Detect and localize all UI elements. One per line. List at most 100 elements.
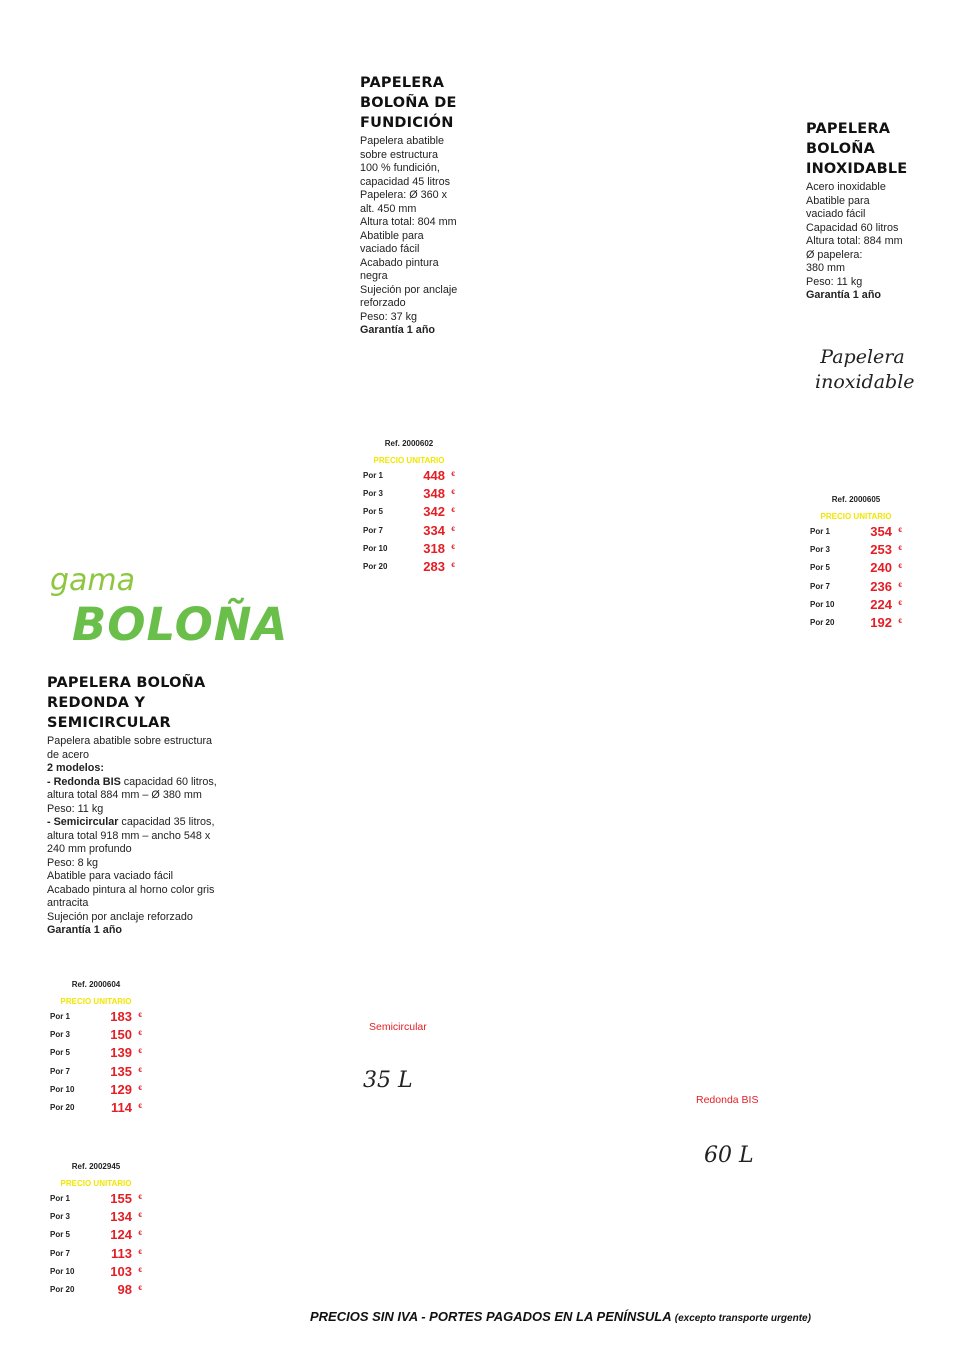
desc-line: Abatible para vaciado fácil: [47, 870, 174, 882]
euro-sign: €: [451, 489, 455, 497]
price-table-2000605: Ref. 2000605 PRECIO UNITARIO Por 1 354 € P…: [810, 495, 902, 633]
price-row: Por 20 114 €: [50, 1100, 142, 1118]
qty-label: Por 10: [50, 1266, 75, 1276]
price-row: Por 10 318 €: [363, 541, 455, 559]
desc-line: sobre estructura: [360, 148, 439, 161]
desc-line: Ø papelera:: [806, 248, 863, 261]
price-value: 129: [110, 1081, 132, 1097]
euro-sign: €: [898, 581, 902, 589]
euro-sign: €: [138, 1230, 142, 1238]
price-value: 354: [870, 524, 892, 539]
fundicion-block: PAPELERA BOLOÑA DE FUNDICIÓN Papelera ab…: [360, 73, 510, 338]
price-row: Por 10 103 €: [50, 1264, 142, 1282]
euro-sign: €: [138, 1030, 142, 1038]
inoxidable-block: PAPELERA BOLOÑA INOXIDABLE Acero inoxida…: [806, 119, 946, 303]
model-spec: capacidad 60 litros, altura total 884 mm…: [47, 775, 217, 802]
desc-line: Peso: 11 kg: [806, 275, 863, 288]
desc-line: Sujeción por anclaje reforzado: [47, 910, 193, 923]
fundicion-title: PAPELERA BOLOÑA DE FUNDICIÓN: [360, 75, 457, 131]
price-value: 342: [423, 504, 445, 520]
price-row: Por 7 334 €: [363, 523, 455, 541]
price-value: 192: [870, 614, 892, 630]
desc-line: Peso: 37 kg: [360, 310, 418, 323]
price-header: PRECIO UNITARIO: [373, 456, 445, 465]
price-value: 150: [110, 1027, 132, 1043]
price-row: Por 3 348 €: [363, 486, 455, 504]
desc-line: Acabado pintura al horno color gris antr…: [47, 883, 215, 910]
desc-line: Acero inoxidable: [806, 181, 886, 193]
qty-label: Por 5: [363, 507, 384, 517]
price-table-2000602: Ref. 2000602 PRECIO UNITARIO Por 1 448 € P…: [363, 439, 455, 577]
price-row: Por 20 98 €: [50, 1282, 142, 1300]
qty-label: Por 20: [363, 561, 388, 571]
price-row: Por 3 253 €: [810, 542, 902, 560]
euro-sign: €: [451, 543, 455, 551]
price-row: Por 7 113 €: [50, 1246, 142, 1264]
warranty-text: Garantía 1 año: [47, 924, 123, 936]
price-header: PRECIO UNITARIO: [60, 1179, 132, 1188]
price-value: 224: [870, 596, 892, 612]
euro-sign: €: [898, 527, 902, 534]
desc-intro: Papelera abatible sobre estructura de ac…: [47, 735, 213, 761]
euro-sign: €: [138, 1212, 142, 1220]
model-name: - Redonda BIS: [47, 775, 121, 788]
price-value: 334: [423, 522, 445, 538]
price-value: 236: [870, 578, 892, 594]
warranty-text: Garantía 1 año: [806, 289, 882, 301]
model-spec: capacidad 35 litros, altura total 918 mm…: [47, 816, 215, 855]
desc-line: negra: [360, 270, 388, 282]
warranty-text: Garantía 1 año: [360, 324, 436, 336]
model-redonda: - Redonda BIS capacidad 60 litros, altur…: [47, 776, 227, 803]
price-value: 155: [110, 1191, 132, 1206]
euro-sign: €: [138, 1012, 142, 1019]
qty-label: Por 1: [363, 471, 384, 480]
qty-label: Por 1: [810, 527, 831, 536]
ref-code: Ref. 2000604: [71, 980, 121, 989]
qty-label: Por 3: [50, 1212, 71, 1222]
price-value: 113: [111, 1245, 132, 1261]
price-row: Por 20 192 €: [810, 615, 902, 633]
redonda-title: PAPELERA BOLOÑA REDONDA Y SEMICIRCULAR: [47, 675, 206, 731]
desc-line: reforzado: [360, 297, 406, 309]
desc-line: Altura total: 884 mm: [806, 235, 903, 247]
price-row: Por 3 150 €: [50, 1027, 142, 1045]
price-value: 183: [110, 1009, 132, 1024]
desc-line: Altura total: 804 mm: [360, 216, 457, 228]
qty-label: Por 5: [50, 1048, 71, 1058]
price-header: PRECIO UNITARIO: [60, 997, 132, 1006]
qty-label: Por 7: [810, 581, 831, 591]
desc-line: 380 mm: [806, 262, 846, 274]
euro-sign: €: [898, 617, 902, 625]
euro-sign: €: [138, 1194, 142, 1201]
models-heading: 2 modelos:: [47, 762, 104, 774]
price-value: 139: [110, 1045, 132, 1061]
price-value: 103: [110, 1263, 132, 1279]
price-row: Por 5 139 €: [50, 1045, 142, 1063]
qty-label: Por 7: [50, 1066, 71, 1076]
price-value: 98: [117, 1281, 132, 1297]
price-header: PRECIO UNITARIO: [820, 512, 892, 521]
price-value: 114: [111, 1099, 132, 1115]
price-row: Por 10 129 €: [50, 1082, 142, 1100]
price-row: Por 3 134 €: [50, 1209, 142, 1227]
qty-label: Por 20: [50, 1102, 75, 1112]
euro-sign: €: [898, 563, 902, 571]
qty-label: Por 1: [50, 1012, 71, 1021]
desc-line: Acabado pintura: [360, 256, 439, 269]
qty-label: Por 5: [50, 1230, 71, 1240]
euro-sign: €: [898, 599, 902, 607]
euro-sign: €: [138, 1102, 142, 1110]
price-row: Por 20 283 €: [363, 559, 455, 577]
inoxidable-script-label: Papelera inoxidable: [815, 345, 915, 395]
price-row: Por 7 135 €: [50, 1064, 142, 1082]
inoxidable-description: Acero inoxidable Abatible para vaciado f…: [806, 181, 946, 303]
fundicion-description: Papelera abatible sobre estructura 100 %…: [360, 135, 510, 338]
qty-label: Por 3: [363, 489, 384, 499]
ref-code: Ref. 2000605: [831, 495, 881, 504]
ref-code: Ref. 2000602: [384, 439, 434, 448]
desc-line: Capacidad 60 litros: [806, 221, 899, 234]
model-weight: Peso: 11 kg: [47, 802, 104, 815]
euro-sign: €: [138, 1266, 142, 1274]
inoxidable-title: PAPELERA BOLOÑA INOXIDABLE: [806, 121, 908, 177]
price-row: Por 1 155 €: [50, 1191, 142, 1209]
